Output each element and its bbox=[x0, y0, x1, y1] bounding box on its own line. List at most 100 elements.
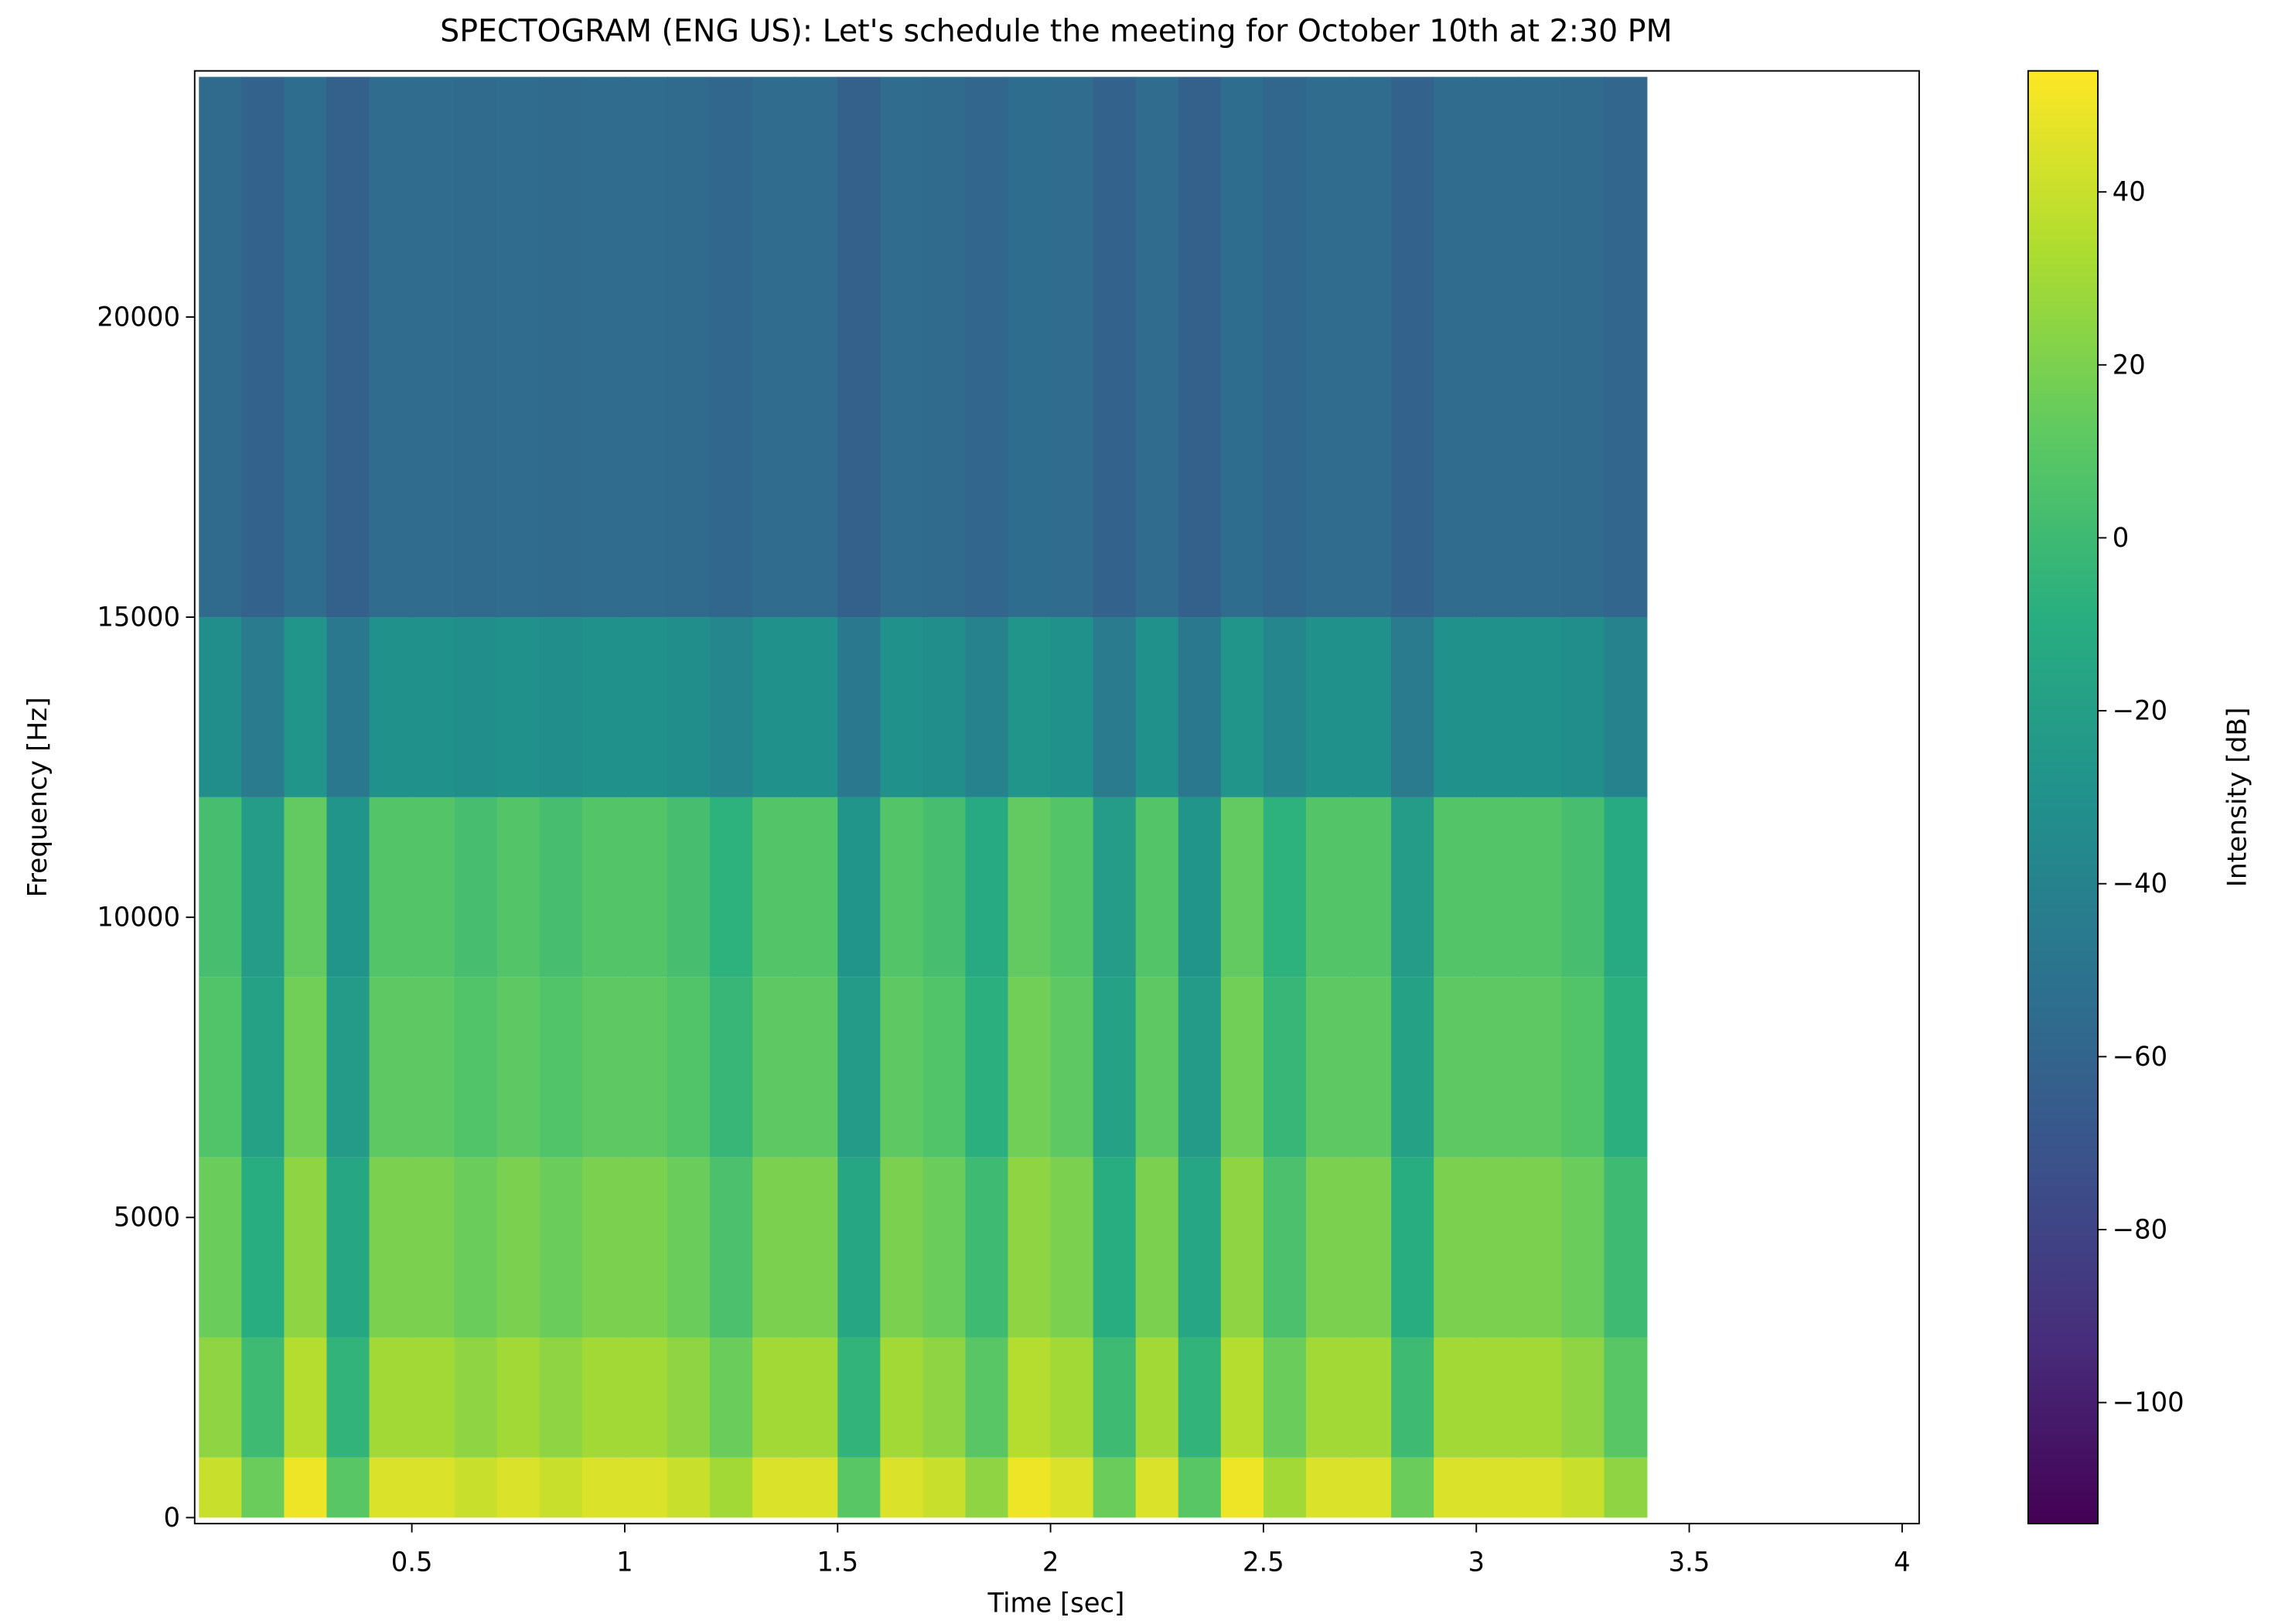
x-tick-label: 2.5 bbox=[1243, 1547, 1284, 1578]
heatmap bbox=[199, 77, 1648, 1518]
heatmap-cell bbox=[1178, 797, 1222, 977]
heatmap-cell bbox=[284, 1337, 328, 1458]
heatmap-cell bbox=[837, 1337, 882, 1458]
heatmap-cell bbox=[539, 617, 583, 797]
heatmap-cell bbox=[1349, 1457, 1393, 1518]
heatmap-cell bbox=[752, 617, 796, 797]
heatmap-cell bbox=[752, 1457, 796, 1518]
heatmap-cell bbox=[1604, 977, 1648, 1158]
heatmap-cell bbox=[1263, 1337, 1307, 1458]
heatmap-cell bbox=[454, 617, 498, 797]
heatmap-cell bbox=[1093, 617, 1137, 797]
heatmap-cell bbox=[922, 77, 967, 618]
heatmap-cell bbox=[795, 1457, 839, 1518]
heatmap-cell bbox=[496, 617, 541, 797]
x-tick-label: 1.5 bbox=[817, 1547, 858, 1578]
heatmap-cell bbox=[581, 977, 626, 1158]
heatmap-cell bbox=[454, 797, 498, 977]
heatmap-cell bbox=[1476, 797, 1520, 977]
heatmap-cell bbox=[710, 1157, 754, 1338]
colorbar-label: Intensity [dB] bbox=[2222, 708, 2253, 888]
heatmap-cell bbox=[1135, 77, 1179, 618]
heatmap-cell bbox=[1305, 617, 1349, 797]
heatmap-cell bbox=[1008, 797, 1052, 977]
heatmap-cell bbox=[326, 797, 370, 977]
heatmap-cell bbox=[539, 1157, 583, 1338]
heatmap-cell bbox=[1561, 1337, 1605, 1458]
heatmap-cell bbox=[454, 1457, 498, 1518]
heatmap-cell bbox=[199, 1157, 243, 1338]
colorbar-tick-label: 40 bbox=[2113, 176, 2146, 207]
heatmap-cell bbox=[1604, 617, 1648, 797]
heatmap-cell bbox=[539, 977, 583, 1158]
heatmap-cell bbox=[795, 797, 839, 977]
heatmap-cell bbox=[1519, 797, 1563, 977]
heatmap-cell bbox=[1093, 977, 1137, 1158]
heatmap-cell bbox=[496, 77, 541, 618]
heatmap-cell bbox=[880, 617, 924, 797]
heatmap-cell bbox=[795, 1157, 839, 1338]
heatmap-cell bbox=[837, 77, 882, 618]
x-tick-label: 1 bbox=[616, 1547, 633, 1578]
heatmap-cell bbox=[496, 1157, 541, 1338]
heatmap-cell bbox=[1178, 1337, 1222, 1458]
heatmap-cell bbox=[1561, 1157, 1605, 1338]
heatmap-cell bbox=[1135, 1457, 1179, 1518]
heatmap-cell bbox=[1391, 617, 1435, 797]
heatmap-cell bbox=[241, 1457, 285, 1518]
heatmap-cell bbox=[1135, 797, 1179, 977]
heatmap-cell bbox=[1263, 977, 1307, 1158]
heatmap-cell bbox=[1305, 1157, 1349, 1338]
heatmap-cell bbox=[667, 1157, 711, 1338]
heatmap-cell bbox=[1391, 1337, 1435, 1458]
heatmap-cell bbox=[710, 797, 754, 977]
heatmap-cell bbox=[1391, 977, 1435, 1158]
heatmap-cell bbox=[1561, 977, 1605, 1158]
heatmap-cell bbox=[1093, 1457, 1137, 1518]
chart-title: SPECTOGRAM (ENG US): Let's schedule the … bbox=[440, 13, 1672, 49]
heatmap-cell bbox=[1561, 1457, 1605, 1518]
heatmap-cell bbox=[1263, 1157, 1307, 1338]
heatmap-cell bbox=[1220, 617, 1264, 797]
heatmap-cell bbox=[922, 617, 967, 797]
y-tick-label: 15000 bbox=[97, 602, 180, 633]
heatmap-cell bbox=[1519, 1457, 1563, 1518]
heatmap-cell bbox=[1050, 977, 1094, 1158]
y-axis-label: Frequency [Hz] bbox=[22, 697, 53, 897]
heatmap-cell bbox=[1008, 977, 1052, 1158]
heatmap-cell bbox=[1349, 617, 1393, 797]
heatmap-cell bbox=[795, 617, 839, 797]
heatmap-cell bbox=[1220, 1157, 1264, 1338]
heatmap-cell bbox=[752, 1157, 796, 1338]
heatmap-cell bbox=[1263, 797, 1307, 977]
heatmap-cell bbox=[496, 1457, 541, 1518]
heatmap-cell bbox=[199, 977, 243, 1158]
heatmap-cell bbox=[1434, 1157, 1478, 1338]
heatmap-cell bbox=[1349, 1157, 1393, 1338]
y-tick-label: 10000 bbox=[97, 902, 180, 933]
heatmap-cell bbox=[1305, 1457, 1349, 1518]
heatmap-cell bbox=[1305, 797, 1349, 977]
heatmap-cell bbox=[752, 77, 796, 618]
heatmap-cell bbox=[1604, 77, 1648, 618]
heatmap-cell bbox=[199, 797, 243, 977]
heatmap-cell bbox=[411, 77, 455, 618]
heatmap-cell bbox=[1391, 77, 1435, 618]
heatmap-cell bbox=[1305, 77, 1349, 618]
heatmap-cell bbox=[880, 1157, 924, 1338]
heatmap-cell bbox=[965, 617, 1009, 797]
heatmap-cell bbox=[880, 1337, 924, 1458]
colorbar-tick-label: −40 bbox=[2113, 868, 2167, 899]
heatmap-cell bbox=[1220, 1337, 1264, 1458]
x-tick-label: 0.5 bbox=[391, 1547, 433, 1578]
heatmap-cell bbox=[284, 1157, 328, 1338]
heatmap-cell bbox=[1135, 1157, 1179, 1338]
heatmap-cell bbox=[454, 1157, 498, 1338]
heatmap-cell bbox=[411, 1337, 455, 1458]
heatmap-cell bbox=[411, 1157, 455, 1338]
heatmap-cell bbox=[1349, 977, 1393, 1158]
heatmap-cell bbox=[454, 77, 498, 618]
heatmap-cell bbox=[326, 77, 370, 618]
heatmap-cell bbox=[1561, 77, 1605, 618]
